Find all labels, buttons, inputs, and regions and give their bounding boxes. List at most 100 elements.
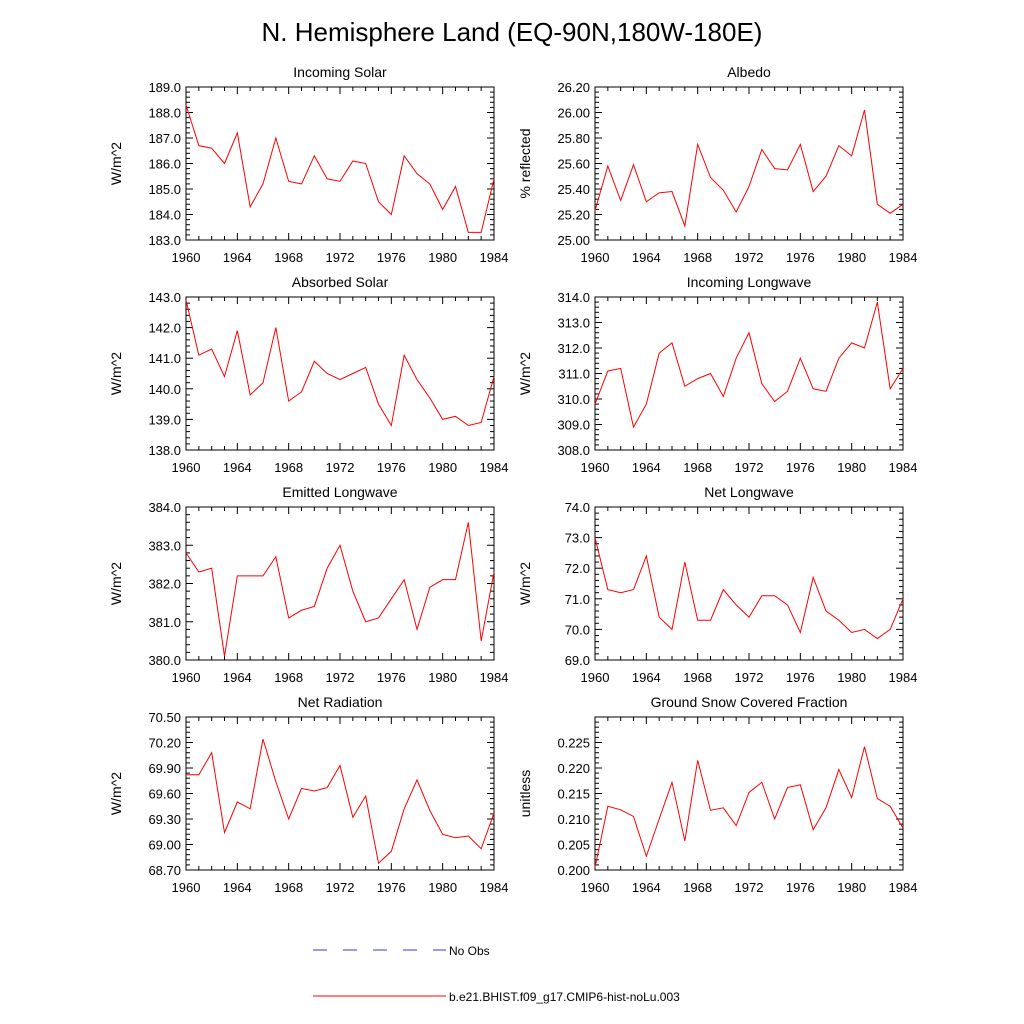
y-axis-label: W/m^2	[108, 352, 124, 395]
y-axis-label: W/m^2	[108, 142, 124, 185]
chart-panels: 1960 1964 1968 1972 1976 1980 1984 183.0 184.0 18…	[108, 64, 917, 895]
y-tick-label: 309.0	[557, 418, 590, 433]
y-tick-label: 314.0	[557, 290, 590, 305]
panel-ground-snow-covered-fraction: 1960 1964 1968 1972 1976 1980 1984 0.200 0.205 0.…	[517, 694, 917, 895]
x-tick-label: 1964	[223, 880, 252, 895]
x-tick-label: 1960	[581, 460, 610, 475]
x-tick-label: 1968	[274, 670, 303, 685]
x-tick-label: 1964	[223, 670, 252, 685]
y-axis-label: W/m^2	[108, 772, 124, 815]
x-tick-label: 1972	[326, 880, 355, 895]
y-tick-label: 183.0	[148, 233, 181, 248]
x-tick-label: 1964	[632, 250, 661, 265]
y-tick-label: 187.0	[148, 131, 181, 146]
y-tick-label: 384.0	[148, 500, 181, 515]
x-tick-label: 1984	[889, 460, 918, 475]
x-tick-label: 1964	[632, 670, 661, 685]
x-tick-label: 1976	[377, 460, 406, 475]
y-tick-label: 68.70	[148, 863, 181, 878]
y-tick-label: 0.205	[557, 838, 590, 853]
y-tick-label: 70.0	[565, 622, 590, 637]
x-tick-label: 1972	[326, 250, 355, 265]
series-line-incoming-longwave	[594, 301, 904, 429]
y-tick-label: 381.0	[148, 615, 181, 630]
series-line-ground-snow-covered-fraction	[594, 746, 904, 868]
x-tick-label: 1968	[274, 880, 303, 895]
x-tick-label: 1984	[480, 880, 509, 895]
y-axis-label: W/m^2	[517, 562, 533, 605]
x-tick-label: 1968	[274, 250, 303, 265]
panel-albedo: 1960 1964 1968 1972 1976 1980 1984 25.00 25.20 25…	[517, 64, 917, 265]
x-tick-label: 1976	[377, 880, 406, 895]
y-tick-label: 139.0	[148, 412, 181, 427]
y-tick-label: 70.20	[148, 736, 181, 751]
y-tick-label: 0.210	[557, 812, 590, 827]
x-tick-label: 1972	[735, 250, 764, 265]
y-tick-label: 383.0	[148, 538, 181, 553]
x-tick-label: 1960	[581, 880, 610, 895]
x-tick-label: 1968	[683, 880, 712, 895]
figure-title: N. Hemisphere Land (EQ-90N,180W-180E)	[262, 17, 763, 47]
x-tick-label: 1976	[786, 670, 815, 685]
x-tick-label: 1984	[480, 460, 509, 475]
y-tick-label: 308.0	[557, 443, 590, 458]
panel-title: Incoming Solar	[293, 64, 387, 80]
y-axis-label: W/m^2	[517, 352, 533, 395]
panel-title: Emitted Longwave	[282, 484, 397, 500]
legend: No Obs b.e21.BHIST.f09_g17.CMIP6-hist-no…	[313, 944, 680, 1004]
legend-label-no-obs: No Obs	[449, 944, 490, 958]
panel-title: Net Longwave	[704, 484, 794, 500]
series-line-net-longwave	[594, 537, 904, 640]
x-tick-label: 1960	[172, 670, 201, 685]
y-axis-label: W/m^2	[108, 562, 124, 605]
x-tick-label: 1976	[786, 880, 815, 895]
y-axis-label: unitless	[517, 770, 533, 817]
x-tick-label: 1960	[172, 460, 201, 475]
y-tick-label: 141.0	[148, 351, 181, 366]
x-tick-label: 1980	[428, 250, 457, 265]
y-tick-label: 186.0	[148, 157, 181, 172]
y-tick-label: 26.20	[557, 80, 590, 95]
y-tick-label: 26.00	[557, 106, 590, 121]
panel-title: Albedo	[727, 64, 771, 80]
x-tick-label: 1968	[683, 250, 712, 265]
plot-frame	[185, 296, 495, 451]
x-tick-label: 1976	[786, 250, 815, 265]
x-tick-label: 1980	[837, 250, 866, 265]
x-tick-label: 1976	[786, 460, 815, 475]
y-tick-label: 310.0	[557, 392, 590, 407]
x-tick-label: 1980	[428, 880, 457, 895]
x-tick-label: 1968	[274, 460, 303, 475]
y-tick-label: 185.0	[148, 182, 181, 197]
x-tick-label: 1972	[735, 670, 764, 685]
y-tick-label: 184.0	[148, 208, 181, 223]
panel-title: Net Radiation	[298, 694, 383, 710]
x-tick-label: 1972	[326, 460, 355, 475]
y-tick-label: 0.220	[557, 761, 590, 776]
panel-net-radiation: 1960 1964 1968 1972 1976 1980 1984 68.70 69.00 69…	[108, 694, 508, 895]
y-tick-label: 69.60	[148, 787, 181, 802]
x-tick-label: 1968	[683, 460, 712, 475]
x-tick-label: 1960	[581, 250, 610, 265]
series-line-albedo	[594, 109, 904, 228]
legend-label-model-run: b.e21.BHIST.f09_g17.CMIP6-hist-noLu.003	[449, 990, 680, 1004]
y-tick-label: 25.40	[557, 182, 590, 197]
series-line-net-radiation	[186, 738, 495, 865]
y-tick-label: 69.0	[565, 653, 590, 668]
y-tick-label: 25.00	[557, 233, 590, 248]
y-tick-label: 380.0	[148, 653, 181, 668]
y-tick-label: 143.0	[148, 290, 181, 305]
y-tick-label: 312.0	[557, 341, 590, 356]
y-tick-label: 73.0	[565, 531, 590, 546]
y-tick-label: 189.0	[148, 80, 181, 95]
y-tick-label: 69.00	[148, 838, 181, 853]
y-tick-label: 311.0	[558, 367, 590, 382]
x-tick-label: 1984	[889, 250, 918, 265]
y-tick-label: 140.0	[148, 382, 181, 397]
x-tick-label: 1964	[223, 250, 252, 265]
panel-title: Ground Snow Covered Fraction	[651, 694, 848, 710]
y-tick-label: 25.60	[557, 157, 590, 172]
series-line-incoming-solar	[185, 104, 495, 233]
plot-frame	[594, 86, 904, 241]
